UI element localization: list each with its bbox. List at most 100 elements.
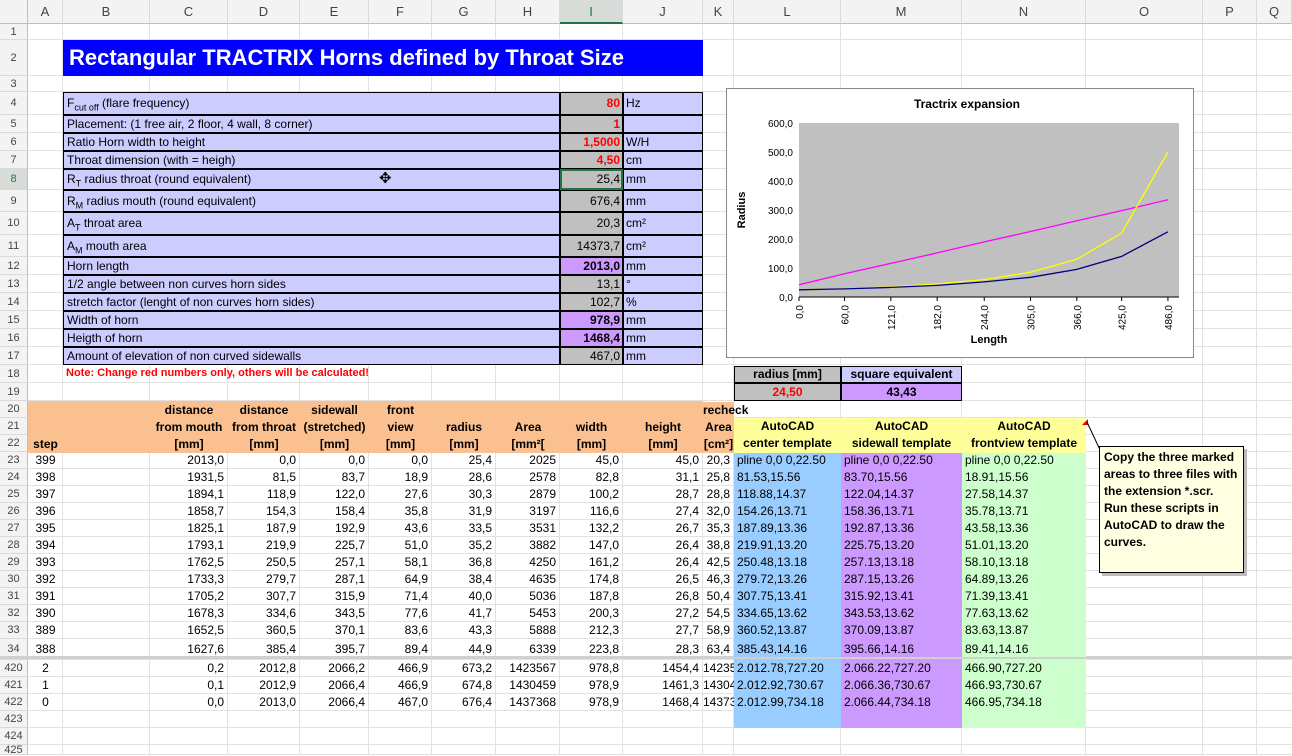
row-header-22[interactable]: 22 [0,435,28,452]
table-cell[interactable]: 83,6 [404,623,428,637]
autocad-cell[interactable]: 2.066.22,727.20 [844,661,931,675]
select-all-corner[interactable] [0,0,28,24]
table-cell[interactable]: 399 [35,453,56,467]
table-cell[interactable]: 978,8 [588,661,619,675]
column-header-e[interactable]: E [300,0,369,24]
row-header-28[interactable]: 28 [0,537,28,554]
autocad-cell[interactable]: 2.012.99,734.18 [737,695,824,709]
table-cell[interactable]: 0,0 [411,453,428,467]
autocad-cell[interactable]: 466.90,727.20 [965,661,1042,675]
table-cell[interactable]: 1461,3 [662,678,699,692]
autocad-cell[interactable]: 35.78,13.71 [965,504,1029,518]
autocad-cell[interactable]: 225.75,13.20 [844,538,915,552]
column-header-j[interactable]: J [623,0,703,24]
param-value[interactable]: 1 [560,115,623,133]
table-cell[interactable]: 122,0 [334,487,365,501]
table-cell[interactable]: 2066,4 [328,678,365,692]
table-cell[interactable]: 978,9 [588,678,619,692]
autocad-cell[interactable]: 287.15,13.26 [844,572,915,586]
table-cell[interactable]: 1 [42,678,49,692]
autocad-cell[interactable]: 466.95,734.18 [965,695,1042,709]
tractrix-chart[interactable]: Tractrix expansion 600,0 500,0 400,0 300,0 20… [726,88,1194,358]
autocad-cell[interactable]: 2.012.92,730.67 [737,678,824,692]
table-cell[interactable]: 0,1 [207,678,224,692]
table-cell[interactable]: 77,6 [404,606,428,620]
table-cell[interactable]: 42,5 [706,555,730,569]
column-header-n[interactable]: N [962,0,1086,24]
table-cell[interactable]: 118,9 [266,487,296,501]
row-header-420[interactable]: 420 [0,660,28,677]
param-value[interactable]: 25,4 [560,169,623,190]
table-cell[interactable]: 212,3 [588,623,619,637]
column-header-p[interactable]: P [1203,0,1257,24]
table-cell[interactable]: 28,3 [675,642,699,656]
table-cell[interactable]: 0,0 [207,695,224,709]
table-cell[interactable]: 32,0 [706,504,730,518]
column-header-k[interactable]: K [703,0,734,24]
row-header-3[interactable]: 3 [0,76,28,92]
row-header-421[interactable]: 421 [0,677,28,694]
table-cell[interactable]: 466,9 [397,678,428,692]
table-cell[interactable]: 1733,3 [187,572,224,586]
param-value[interactable]: 467,0 [560,347,623,365]
table-cell[interactable]: 0,0 [279,453,296,467]
table-cell[interactable]: 89,4 [404,642,428,656]
column-header-c[interactable]: C [150,0,228,24]
table-cell[interactable]: 192,9 [334,521,365,535]
autocad-cell[interactable]: 257.13,13.18 [844,555,915,569]
table-cell[interactable]: 27,7 [675,623,699,637]
table-cell[interactable]: 36,8 [468,555,492,569]
table-cell[interactable]: 2066,4 [328,695,365,709]
table-cell[interactable]: 2 [42,661,49,675]
param-value[interactable]: 4,50 [560,151,623,169]
table-cell[interactable]: 161,2 [588,555,619,569]
table-cell[interactable]: 158,4 [334,504,365,518]
table-cell[interactable]: 1931,5 [187,470,224,484]
table-cell[interactable]: 51,0 [404,538,428,552]
table-cell[interactable]: 187,8 [588,589,619,603]
autocad-cell[interactable]: 83.70,15.56 [844,470,908,484]
row-header-34[interactable]: 34 [0,639,28,660]
column-header-a[interactable]: A [28,0,63,24]
row-header-10[interactable]: 10 [0,212,28,235]
table-cell[interactable]: 50,4 [706,589,730,603]
row-header-15[interactable]: 15 [0,311,28,329]
row-header-24[interactable]: 24 [0,469,28,486]
row-header-13[interactable]: 13 [0,275,28,293]
row-header-31[interactable]: 31 [0,588,28,605]
autocad-cell[interactable]: 89.41,14.16 [965,642,1029,656]
row-header-32[interactable]: 32 [0,605,28,622]
column-header-q[interactable]: Q [1257,0,1292,24]
table-cell[interactable]: 676,4 [461,695,492,709]
table-cell[interactable]: 2066,2 [328,661,365,675]
autocad-cell[interactable]: 219.91,13.20 [737,538,808,552]
table-cell[interactable]: 1652,5 [187,623,224,637]
table-cell[interactable]: 2013,0 [187,453,224,467]
table-cell[interactable]: 116,6 [589,504,619,518]
row-header-422[interactable]: 422 [0,694,28,711]
table-cell[interactable]: 385,4 [265,642,296,656]
row-header-2[interactable]: 2 [0,40,28,76]
row-header-6[interactable]: 6 [0,133,28,151]
autocad-cell[interactable]: 187.89,13.36 [737,521,808,535]
row-header-33[interactable]: 33 [0,622,28,639]
autocad-cell[interactable]: 154.26,13.71 [737,504,808,518]
table-cell[interactable]: 1825,1 [187,521,224,535]
param-value[interactable]: 20,3 [560,212,623,235]
row-header-17[interactable]: 17 [0,347,28,365]
table-cell[interactable]: 40,0 [468,589,492,603]
param-value[interactable]: 978,9 [560,311,623,329]
table-cell[interactable]: 1468,4 [662,695,699,709]
table-cell[interactable]: 394 [35,538,56,552]
table-cell[interactable]: 1762,5 [187,555,224,569]
table-cell[interactable]: 174,8 [588,572,619,586]
table-cell[interactable]: 2879 [529,487,556,501]
row-header-18[interactable]: 18 [0,365,28,383]
table-cell[interactable]: 38,8 [706,538,730,552]
autocad-cell[interactable]: 279.72,13.26 [737,572,808,586]
table-cell[interactable]: 1454,4 [662,661,699,675]
table-cell[interactable]: 1894,1 [187,487,224,501]
table-cell[interactable]: 4635 [529,572,556,586]
table-cell[interactable]: 5036 [529,589,556,603]
table-cell[interactable]: 63,4 [706,642,730,656]
